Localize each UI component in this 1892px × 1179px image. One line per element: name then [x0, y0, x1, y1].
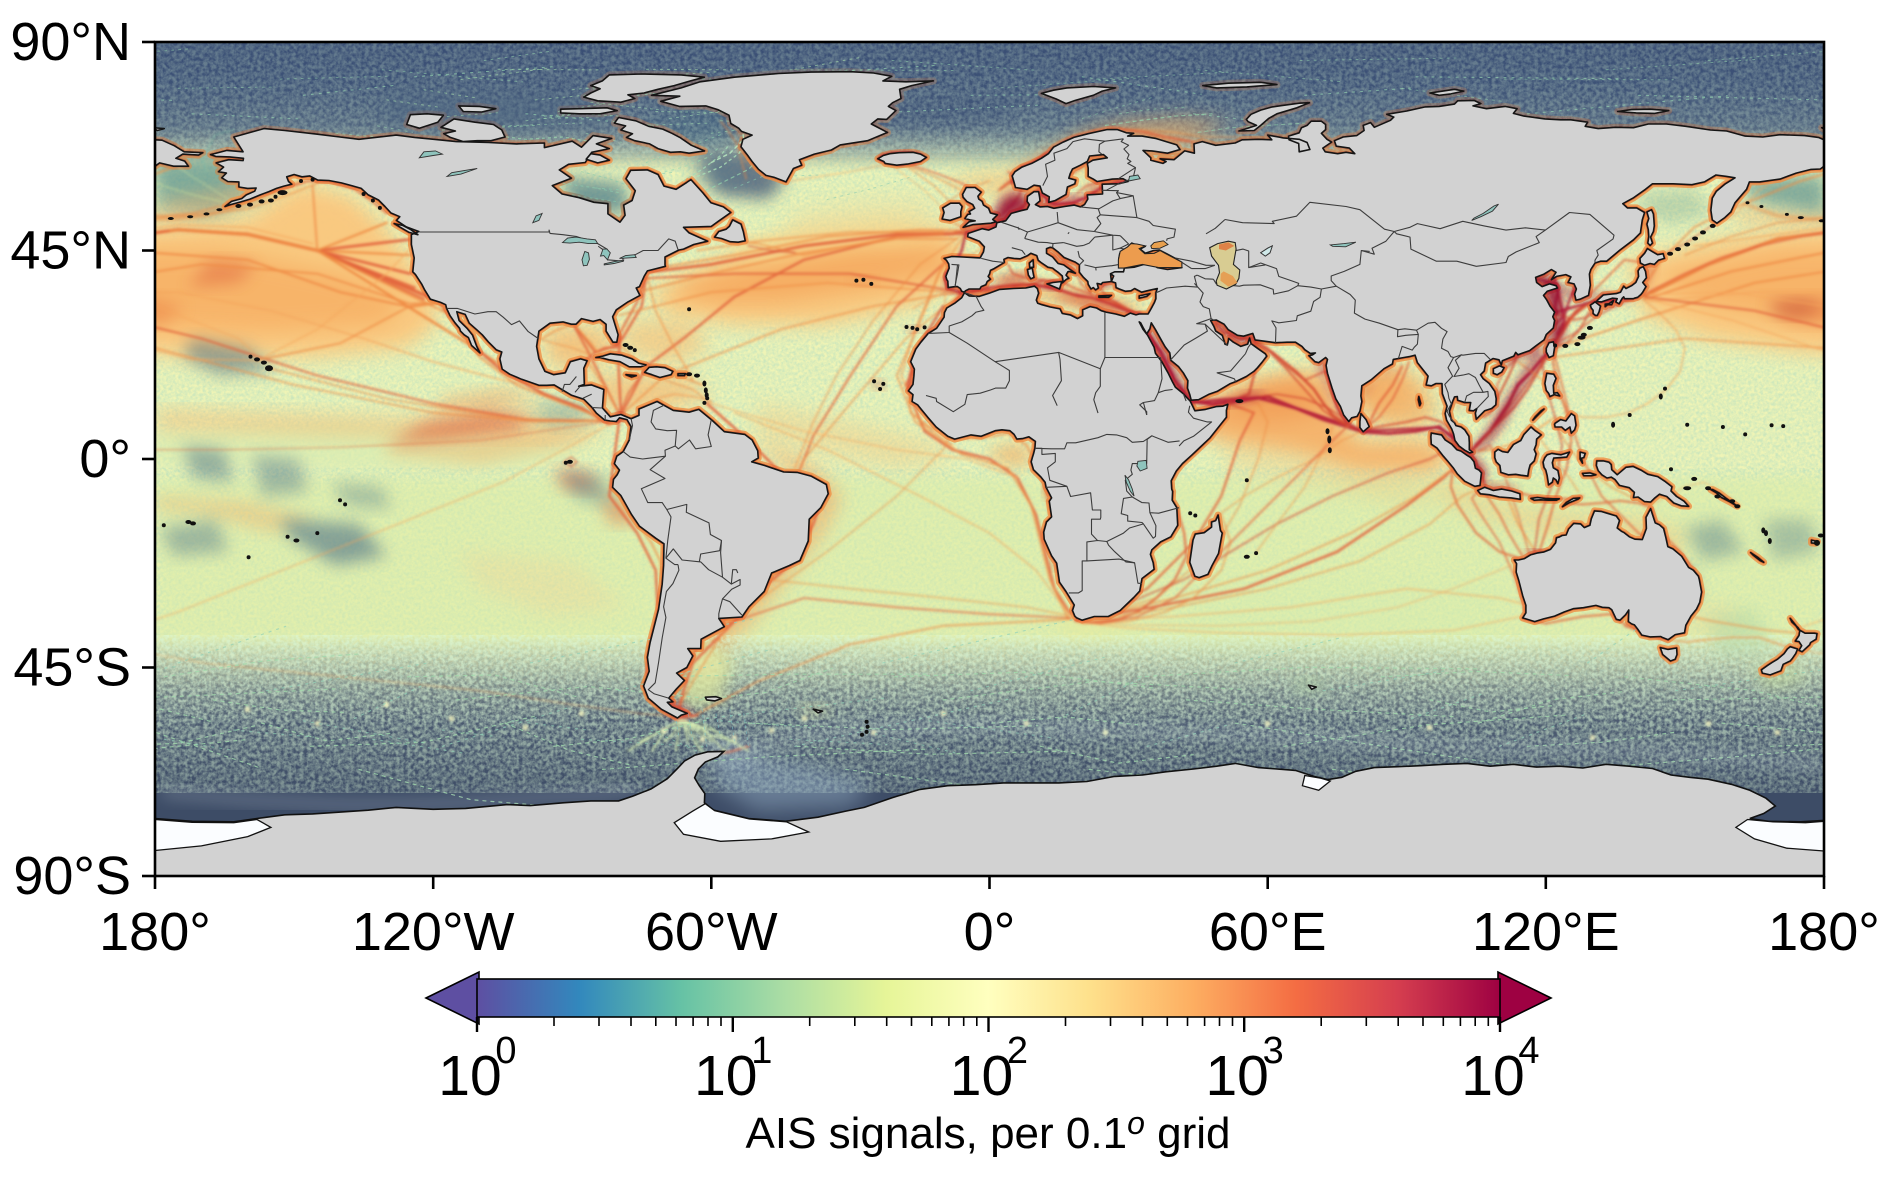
- svg-text:0°: 0°: [79, 429, 131, 489]
- svg-text:10: 10: [694, 1044, 757, 1108]
- svg-text:180°: 180°: [1768, 902, 1880, 962]
- svg-text:60°E: 60°E: [1209, 902, 1327, 962]
- svg-text:45°N: 45°N: [10, 221, 131, 281]
- svg-text:0°: 0°: [964, 902, 1016, 962]
- svg-text:1: 1: [751, 1030, 772, 1072]
- svg-text:4: 4: [1518, 1030, 1539, 1072]
- svg-text:10: 10: [438, 1044, 501, 1108]
- svg-text:45°S: 45°S: [13, 638, 131, 698]
- svg-text:90°S: 90°S: [13, 846, 131, 906]
- svg-text:AIS signals, per 0.1o grid: AIS signals, per 0.1o grid: [746, 1105, 1231, 1158]
- svg-text:10: 10: [1461, 1044, 1524, 1108]
- svg-text:180°: 180°: [99, 902, 211, 962]
- svg-text:2: 2: [1007, 1030, 1028, 1072]
- svg-text:0: 0: [495, 1030, 516, 1072]
- svg-text:60°W: 60°W: [645, 902, 778, 962]
- svg-text:120°E: 120°E: [1472, 902, 1620, 962]
- svg-text:3: 3: [1263, 1030, 1284, 1072]
- svg-text:90°N: 90°N: [10, 12, 131, 72]
- svg-text:10: 10: [950, 1044, 1013, 1108]
- svg-text:120°W: 120°W: [352, 902, 515, 962]
- svg-text:10: 10: [1205, 1044, 1268, 1108]
